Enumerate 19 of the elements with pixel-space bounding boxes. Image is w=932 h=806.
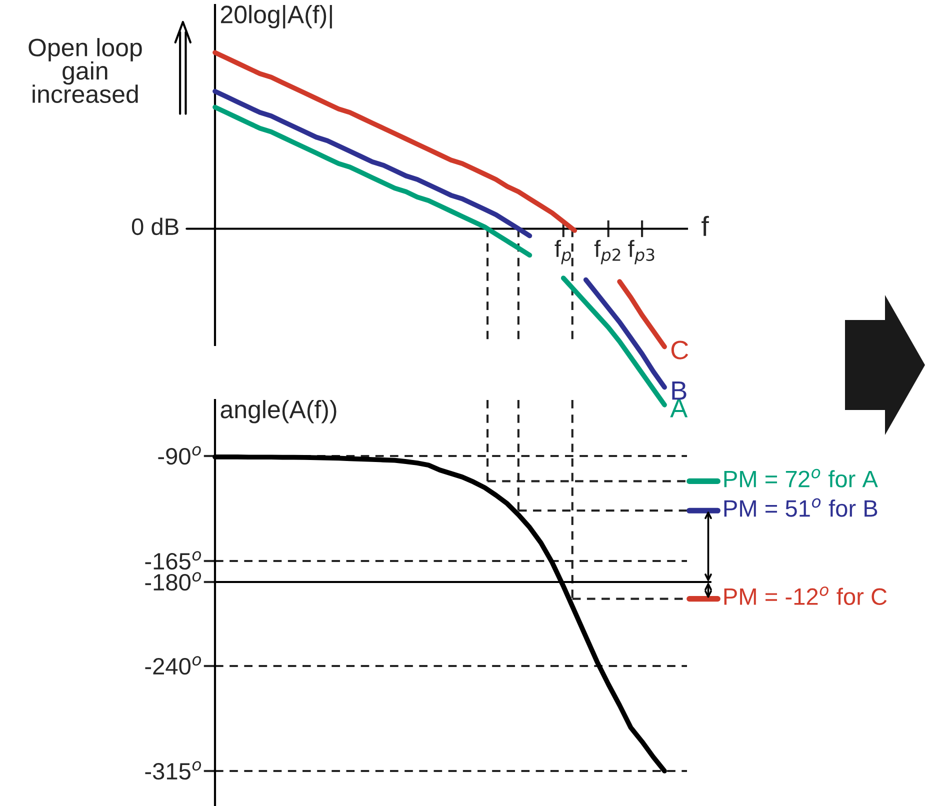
- y-tick-label: -240$^{o}$: [145, 656, 202, 675]
- y-tick-label: -180$^{o}$: [145, 572, 202, 591]
- x-tick-label: f$_{p}$: [554, 240, 571, 264]
- text: PM = -12$^{o}$ for C: [724, 586, 887, 606]
- x-axis-title: f: [702, 216, 709, 236]
- y-axis-title: angle(A(f)): [220, 400, 336, 424]
- x-tick-label: f$_{p3}$: [628, 240, 654, 264]
- text: Open loop gain increased: [28, 38, 142, 104]
- y-tick-label: -315$^{o}$: [145, 761, 202, 780]
- y-tick-label: -165$^{o}$: [145, 551, 202, 570]
- text: PM = 51$^{o}$ for B: [724, 498, 878, 517]
- text: 0 dB: [132, 218, 178, 236]
- x-tick-label: f$_{p2}$: [594, 240, 620, 264]
- series-label: B: [672, 382, 686, 400]
- y-tick-label: -90$^{o}$: [158, 446, 201, 465]
- text: PM = 72$^{o}$ for A: [724, 468, 878, 488]
- y-axis-title: 20log|A(f)|: [220, 5, 332, 28]
- series-label: A: [670, 399, 688, 418]
- series-label: C: [671, 340, 688, 360]
